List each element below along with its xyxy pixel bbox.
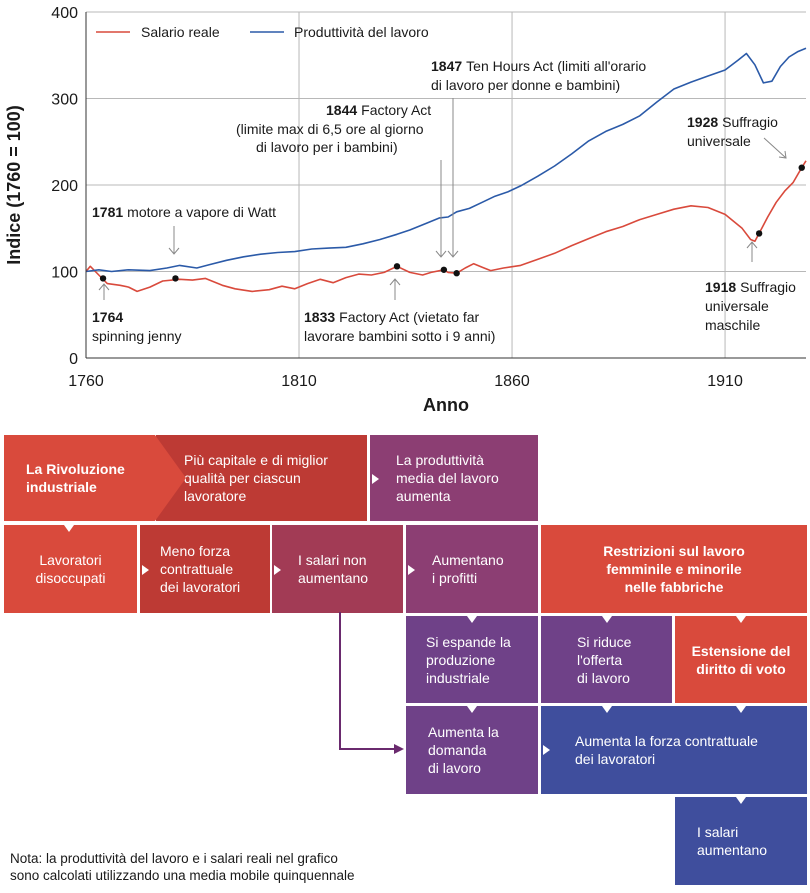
chart-axes <box>85 12 806 359</box>
box-salari-non-aumentano: I salari non aumentano <box>272 525 403 613</box>
annot-1918-text3: maschile <box>705 317 760 333</box>
box-restrizioni-lavoro: Restrizioni sul lavoro femminile e minori… <box>541 525 807 613</box>
x-tick-1760: 1760 <box>68 373 104 390</box>
legend-productivity-label: Produttività del lavoro <box>294 24 429 40</box>
box-salari-aumentano: I salari aumentano <box>675 797 807 885</box>
annotation-1833: 1833 Factory Act (vietato far lavorare ba… <box>304 278 495 344</box>
arrow-salari-profitti <box>408 565 415 575</box>
x-tick-1860: 1860 <box>494 373 530 390</box>
box-si-espande-produzione: Si espande la produzione industriale <box>406 616 538 703</box>
box-aumenta-forza-contrattuale: Aumenta la forza contrattuale dei lavorat… <box>541 706 807 794</box>
marker-1833 <box>393 263 401 270</box>
annotation-1844: 1844 Factory Act (limite max di 6,5 ore a… <box>236 102 447 258</box>
annot-1844-text3: di lavoro per i bambini) <box>256 139 398 155</box>
arrow-meno-forza-salari <box>274 565 281 575</box>
y-tick-200: 200 <box>51 178 78 195</box>
annot-1833-text: Factory Act (vietato far <box>339 309 479 325</box>
annot-1844-text2: (limite max di 6,5 ore al giorno <box>236 121 424 137</box>
annot-1833-year: 1833 <box>304 309 335 325</box>
annot-1918-year: 1918 <box>705 279 736 295</box>
marker-1764 <box>99 275 107 282</box>
box-lavoratori-disoccupati: Lavoratori disoccupati <box>4 525 137 613</box>
arrow-forza-salari <box>736 797 746 804</box>
footnote-line-1: Nota: la produttività del lavoro e i sal… <box>10 851 338 866</box>
annot-1928-text2: universale <box>687 133 751 149</box>
series-produttivita <box>85 47 807 273</box>
rivoluzione-chevron <box>136 435 186 521</box>
arrow-restrizioni-estensione <box>736 616 746 623</box>
annotation-1781: 1781 motore a vapore di Watt <box>92 204 276 255</box>
x-tick-labels: 1760 1810 1860 1910 <box>68 373 743 390</box>
marker-1847 <box>453 270 460 277</box>
y-tick-0: 0 <box>69 351 78 368</box>
annot-1781-year: 1781 <box>92 204 123 220</box>
box-meno-forza: Meno forza contrattuale dei lavoratori <box>140 525 270 613</box>
x-tick-1910: 1910 <box>707 373 743 390</box>
x-axis-label: Anno <box>423 395 469 415</box>
annot-1847-year: 1847 <box>431 58 462 74</box>
annot-1833-text2: lavorare bambini sotto i 9 anni) <box>304 328 495 344</box>
annot-1764-year: 1764 <box>92 309 123 325</box>
annot-1918-text: Suffragio <box>740 279 796 295</box>
annot-1764-text: spinning jenny <box>92 328 182 344</box>
arrow-disoccupati-meno-forza <box>142 565 149 575</box>
connector-salari-domanda <box>339 612 404 754</box>
annotation-1928: 1928 Suffragio universale <box>687 114 787 159</box>
annotation-1847: 1847 Ten Hours Act (limiti all'orario di … <box>431 58 646 258</box>
annot-1918-text2: universale <box>705 298 769 314</box>
y-tick-300: 300 <box>51 92 78 109</box>
wages-productivity-chart: 0 100 200 300 400 1760 1810 1860 1910 Anno Indi… <box>4 5 807 415</box>
y-tick-400: 400 <box>51 5 78 22</box>
legend: Salario reale Produttività del lavoro <box>96 24 429 40</box>
arrow-rivoluzione-disoccupati <box>64 525 74 532</box>
y-axis-label: Indice (1760 = 100) <box>4 105 24 265</box>
box-piu-capitale: Più capitale e di miglior qualità per cia… <box>156 435 367 521</box>
y-tick-100: 100 <box>51 265 78 282</box>
arrow-espande-domanda <box>467 706 477 713</box>
box-produttivita-aumenta: La produttività media del lavoro aumenta <box>370 435 538 521</box>
annot-1844-text: Factory Act <box>361 102 431 118</box>
marker-1844 <box>440 266 448 273</box>
box-aumenta-domanda: Aumenta la domanda di lavoro <box>406 706 538 794</box>
svg-text:1764: 1764 <box>92 309 123 325</box>
marker-1918 <box>755 230 763 237</box>
y-tick-labels: 0 100 200 300 400 <box>51 5 78 368</box>
annot-1847-text: Ten Hours Act (limiti all'orario <box>466 58 646 74</box>
legend-wage-label: Salario reale <box>141 24 220 40</box>
annot-1844-year: 1844 <box>326 102 357 118</box>
arrow-estensione-forza <box>736 706 746 713</box>
footnote: Nota: la produttività del lavoro e i sal… <box>10 850 354 884</box>
box-rivoluzione-industriale: La Rivoluzione industriale <box>4 435 155 521</box>
footnote-line-2: sono calcolati utilizzando una media mob… <box>10 868 355 883</box>
chart-markers <box>99 164 805 282</box>
annot-1928-text: Suffragio <box>722 114 778 130</box>
box-aumentano-profitti: Aumentano i profitti <box>406 525 538 613</box>
annot-1781-text: motore a vapore di Watt <box>127 204 276 220</box>
arrow-capitale-produttivita-tip <box>372 474 379 484</box>
arrow-riduce-forza <box>602 706 612 713</box>
arrow-domanda-forza <box>543 745 550 755</box>
marker-1928 <box>798 164 805 171</box>
annot-1847-text2: di lavoro per donne e bambini) <box>431 77 620 93</box>
arrow-restrizioni-riduce <box>602 616 612 623</box>
box-estensione-voto: Estensione del diritto di voto <box>675 616 807 703</box>
box-si-riduce-offerta: Si riduce l'offerta di lavoro <box>541 616 672 703</box>
arrow-profitti-espande <box>467 616 477 623</box>
x-tick-1810: 1810 <box>281 373 317 390</box>
marker-1781 <box>172 275 179 282</box>
annotation-1918: 1918 Suffragio universale maschile <box>705 241 796 333</box>
annotation-1764: 1764 spinning jenny <box>92 283 182 344</box>
annot-1928-year: 1928 <box>687 114 718 130</box>
